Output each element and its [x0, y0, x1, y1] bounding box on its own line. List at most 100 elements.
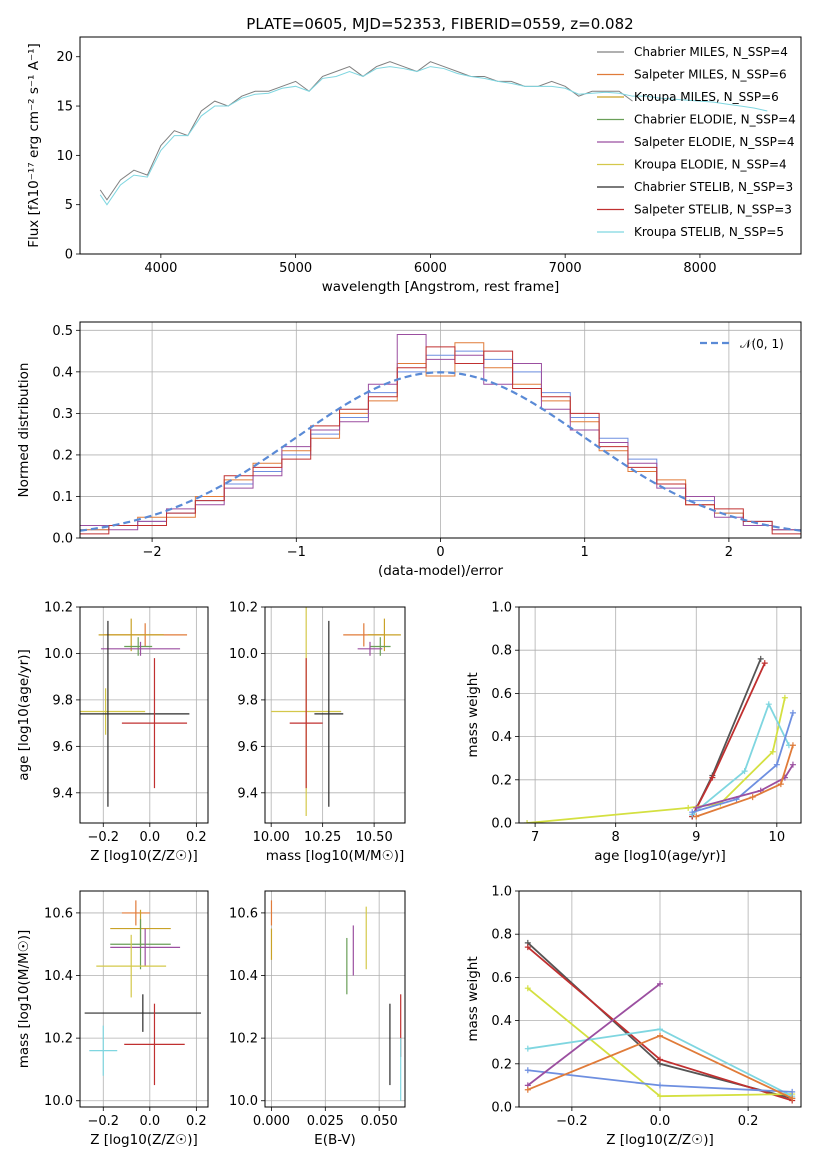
- y-tick-label: 0.4: [491, 730, 512, 745]
- x-tick-label: 0.0: [139, 830, 160, 845]
- y-tick-label: 9.6: [52, 740, 73, 755]
- y-tick-label: 0.4: [491, 1014, 512, 1029]
- weight-line: [691, 701, 790, 816]
- axes-frame: [518, 606, 802, 824]
- axes-frame: [79, 606, 209, 824]
- legend-entry: Salpeter STELIB, N_SSP=3: [634, 203, 792, 217]
- weight-marker: [685, 804, 692, 811]
- legend-entry: Chabrier STELIB, N_SSP=3: [634, 180, 793, 194]
- y-tick-label: 10.6: [44, 906, 73, 921]
- weight-marker: [789, 1095, 796, 1102]
- x-axis-label: (data-model)/error: [378, 563, 504, 579]
- y-tick-label: 0.2: [491, 1057, 512, 1072]
- weight-marker: [689, 809, 696, 816]
- x-tick-label: 0.2: [186, 1114, 207, 1129]
- y-tick-label: 0.0: [52, 532, 73, 547]
- chart-mass_vs_EBV: 0.000 0.025 0.050 10.0 10.2 10.4 10.6 E(B-V): [229, 890, 406, 1148]
- y-tick-label: 20: [56, 50, 73, 65]
- y-tick-label: 0.3: [52, 407, 73, 422]
- chart-weight_vs_age: 7 8 9 10 0.0 0.2 0.4 0.6 0.8 1.0 age [log10(age/yr…: [465, 601, 802, 864]
- x-tick-label: 10.50: [356, 830, 393, 845]
- axes-frame: [264, 606, 406, 824]
- x-tick-label: 0.2: [738, 1114, 759, 1129]
- y-tick-label: 10.2: [44, 1032, 73, 1047]
- y-tick-label: 10.0: [44, 1094, 73, 1109]
- x-tick-label: −1: [287, 545, 306, 560]
- y-tick-label: 10.0: [229, 647, 258, 662]
- y-tick-label: 0.0: [491, 817, 512, 832]
- x-tick-label: 7: [531, 830, 539, 845]
- y-tick-label: 15: [56, 100, 73, 115]
- weight-marker: [524, 944, 531, 951]
- weight-marker: [524, 985, 531, 992]
- chart-age_vs_mass: 10.00 10.25 10.50 9.4 9.6 9.8 10.0 10.2 mass [lo…: [229, 601, 406, 864]
- chart-spectrum: 4000 5000 6000 7000 8000 0 5 10 15 20 wavelength […: [26, 36, 802, 295]
- y-tick-label: 0.8: [491, 644, 512, 659]
- x-axis-label: Z [log10(Z/Z☉)]: [606, 1132, 714, 1148]
- y-tick-label: 0: [65, 248, 73, 263]
- legend-entry: 𝒩(0, 1): [740, 337, 784, 351]
- series-group: [80, 333, 801, 538]
- weight-marker: [773, 761, 780, 768]
- x-axis-label: mass [log10(M/M☉)]: [266, 848, 405, 864]
- chart-weight_vs_Z: −0.2 0.0 0.2 0.0 0.2 0.4 0.6 0.8 1.0 Z [log10(Z/Z…: [465, 885, 802, 1148]
- weight-marker: [524, 1067, 531, 1074]
- weight-marker: [789, 742, 796, 749]
- y-tick-label: 9.6: [237, 740, 258, 755]
- weight-marker: [757, 655, 764, 662]
- weight-marker: [789, 1088, 796, 1095]
- x-tick-label: −0.2: [556, 1114, 588, 1129]
- x-tick-label: 1: [581, 545, 589, 560]
- weight-marker: [749, 794, 756, 801]
- y-tick-label: 10.6: [229, 906, 258, 921]
- weight-marker: [657, 1032, 663, 1039]
- weight-marker: [781, 694, 788, 701]
- x-tick-label: 8: [612, 830, 620, 845]
- series-group: [84, 900, 202, 1086]
- weight-marker: [657, 1093, 663, 1100]
- y-tick-label: 0.1: [52, 490, 73, 505]
- x-tick-label: 0.025: [307, 1114, 344, 1129]
- series-group: [270, 900, 402, 1101]
- x-tick-label: −2: [143, 545, 162, 560]
- weight-marker: [524, 820, 531, 823]
- x-tick-label: 7000: [549, 261, 582, 276]
- x-tick-label: 10.00: [253, 830, 290, 845]
- weight-line: [527, 983, 661, 1087]
- weight-marker: [657, 1056, 663, 1063]
- spectrum-line: [99, 66, 768, 206]
- y-tick-label: 10.4: [229, 969, 258, 984]
- x-tick-label: 0: [436, 545, 444, 560]
- legend-entry: Chabrier MILES, N_SSP=4: [634, 45, 788, 59]
- weight-marker: [741, 768, 748, 775]
- x-axis-label: Z [log10(Z/Z☉)]: [90, 848, 198, 864]
- y-tick-label: 9.4: [52, 786, 73, 801]
- legend-entry: Kroupa STELIB, N_SSP=5: [634, 225, 784, 239]
- x-tick-label: 0.050: [361, 1114, 398, 1129]
- y-axis-label: mass weight: [465, 672, 481, 757]
- x-tick-label: 10: [769, 830, 786, 845]
- legend-entry: Kroupa MILES, N_SSP=6: [634, 90, 779, 104]
- axes-frame: [518, 890, 802, 1108]
- x-tick-label: −0.2: [87, 830, 119, 845]
- axes-frame: [79, 36, 802, 255]
- series-group: [524, 655, 796, 823]
- legend-entry: Salpeter MILES, N_SSP=6: [634, 68, 787, 82]
- legend-entry: Kroupa ELODIE, N_SSP=4: [634, 158, 787, 172]
- y-axis-label: mass weight: [465, 956, 481, 1041]
- weight-marker: [765, 701, 772, 708]
- y-tick-label: 1.0: [491, 601, 512, 616]
- x-axis-label: E(B-V): [314, 1132, 356, 1148]
- series-group: [271, 607, 401, 817]
- y-tick-label: 0.5: [52, 324, 73, 339]
- y-tick-label: 0.8: [491, 928, 512, 943]
- y-tick-label: 0.4: [52, 365, 73, 380]
- chart-residuals: −2 −1 0 1 2 0.0 0.1 0.2 0.3 0.4 0.5 (data-model)/er…: [16, 321, 802, 579]
- weight-marker: [693, 813, 700, 820]
- weight-marker: [657, 1026, 663, 1033]
- y-tick-label: 9.8: [237, 693, 258, 708]
- spectrum-line: [99, 61, 633, 201]
- x-tick-label: 8000: [683, 261, 716, 276]
- y-axis-label: Normed distribution: [16, 363, 32, 498]
